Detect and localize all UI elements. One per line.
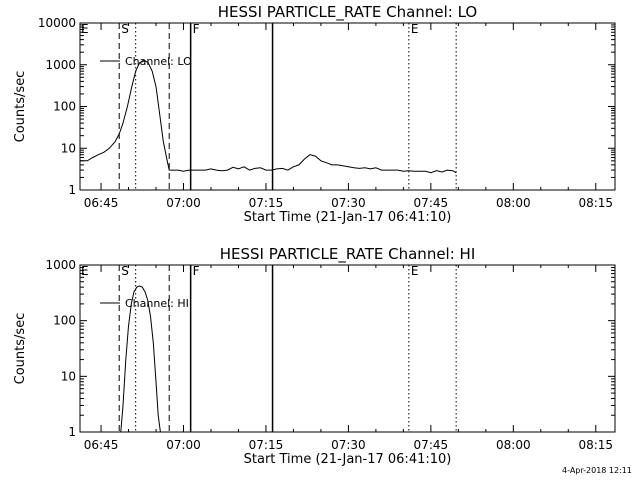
chart-lo: HESSI PARTICLE_RATE Channel: LO 06:45 07:0… — [13, 3, 616, 225]
x-tick-label: 08:15 — [578, 196, 613, 210]
x-tick-label: 07:30 — [331, 438, 366, 452]
chart-hi: HESSI PARTICLE_RATE Channel: HI 06:45 07:0… — [13, 245, 616, 467]
marker-label: S — [121, 22, 129, 36]
legend-label: Channel: LO — [125, 55, 192, 68]
x-tick-label: 08:15 — [578, 438, 613, 452]
x-tick-label: 07:45 — [414, 438, 449, 452]
x-tick-label: 08:00 — [496, 196, 531, 210]
y-tick-label: 10 — [61, 369, 76, 383]
marker-label: E — [81, 22, 89, 36]
x-tick-label: 06:45 — [84, 196, 119, 210]
y-tick-label: 1000 — [45, 58, 76, 72]
y-tick-label: 1 — [68, 425, 76, 439]
x-tick-label: 07:00 — [166, 196, 201, 210]
series-line — [80, 59, 457, 174]
y-tick-label: 100 — [53, 100, 76, 114]
y-axis-label: Counts/sec — [13, 313, 28, 385]
marker-label: E — [411, 22, 419, 36]
plot-frame — [79, 22, 616, 191]
marker-label: E — [81, 264, 89, 278]
y-tick-label: 100 — [53, 314, 76, 328]
legend-label: Channel: HI — [125, 297, 189, 310]
chart-title: HESSI PARTICLE_RATE Channel: LO — [218, 3, 477, 22]
y-tick-label: 10 — [61, 141, 76, 155]
y-tick-label: 1000 — [45, 258, 76, 272]
x-axis-label: Start Time (21-Jan-17 06:41:10) — [244, 210, 452, 225]
chart-title: HESSI PARTICLE_RATE Channel: HI — [220, 245, 476, 264]
plot-frame — [79, 264, 616, 433]
y-tick-label: 10000 — [38, 16, 76, 30]
x-tick-label: 07:45 — [414, 196, 449, 210]
marker-label: E — [411, 264, 419, 278]
marker-label: F — [193, 22, 200, 36]
x-tick-label: 08:00 — [496, 438, 531, 452]
x-tick-label: 06:45 — [84, 438, 119, 452]
x-tick-label: 07:15 — [249, 196, 284, 210]
y-axis-label: Counts/sec — [13, 71, 28, 143]
x-tick-label: 07:00 — [166, 438, 201, 452]
footer-date: 4-Apr-2018 12:11 — [562, 466, 632, 475]
x-axis-label: Start Time (21-Jan-17 06:41:10) — [244, 452, 452, 467]
series-line — [120, 285, 161, 433]
marker-label: S — [121, 264, 129, 278]
y-tick-label: 1 — [68, 183, 76, 197]
x-tick-label: 07:30 — [331, 196, 366, 210]
marker-label: F — [193, 264, 200, 278]
x-tick-label: 07:15 — [249, 438, 284, 452]
